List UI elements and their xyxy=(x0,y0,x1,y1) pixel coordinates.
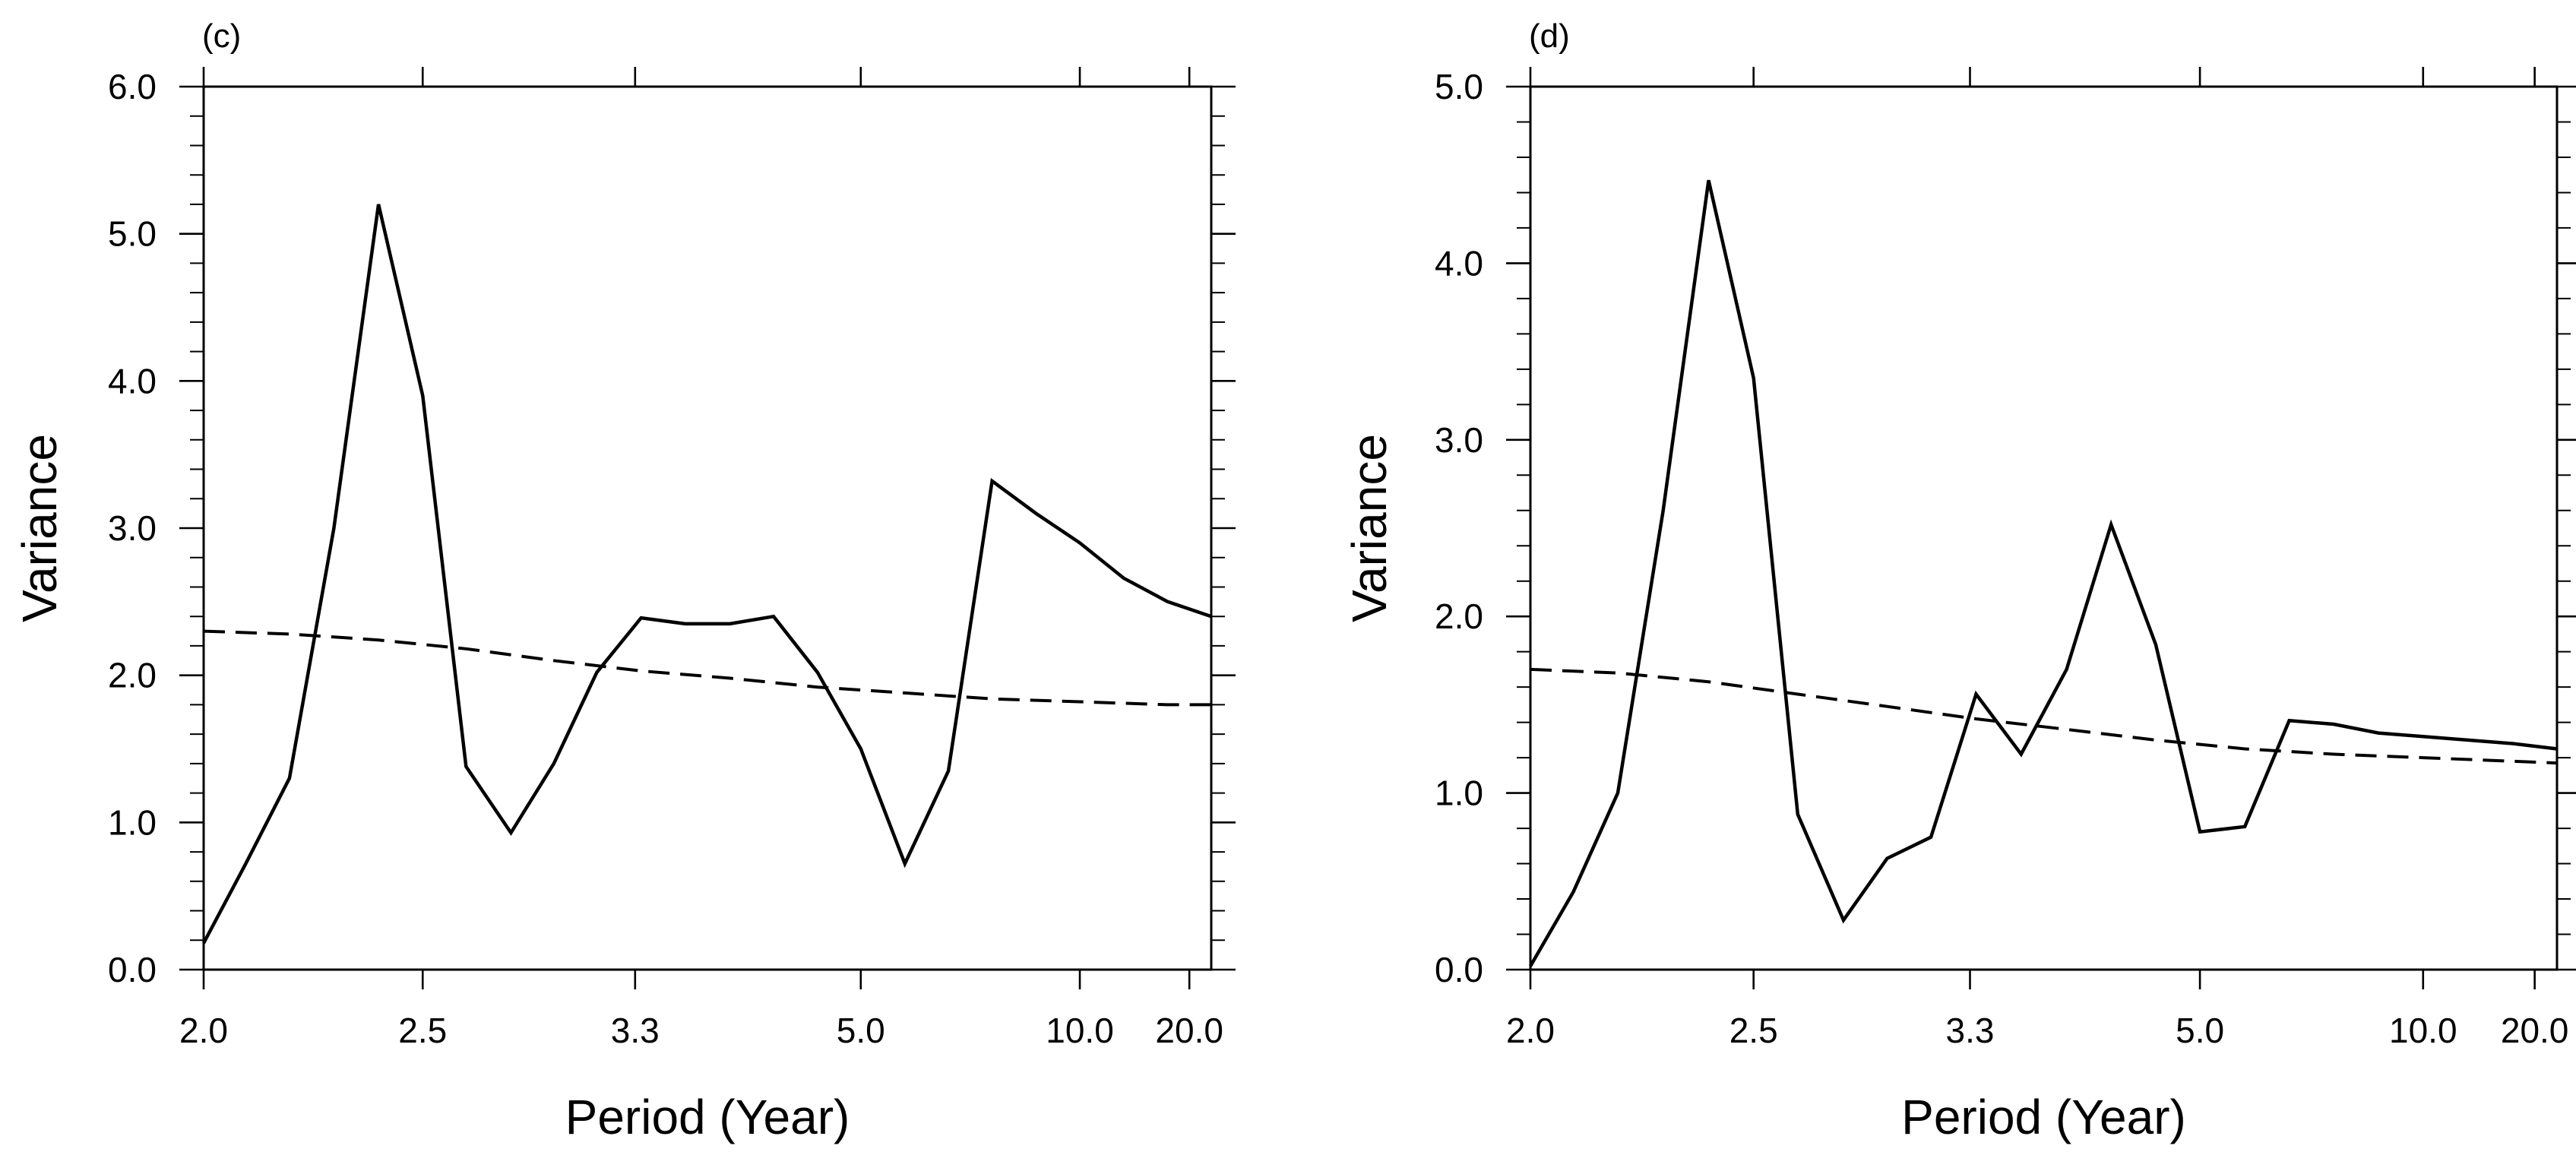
spectrum-line xyxy=(1529,179,2558,967)
x-axis-label: Period (Year) xyxy=(1901,1090,2186,1144)
y-tick-label: 0.0 xyxy=(1435,950,1483,989)
panel-d: 0.0 1.0 2.0 3.0 4.0 5.0 2.0 2.5 3.3 5.0 10.0 20.0 Pe… xyxy=(1342,17,2576,1144)
y-tick-label: 4.0 xyxy=(108,361,157,400)
x-tick-label: 3.3 xyxy=(611,1011,660,1050)
y-tick-label: 1.0 xyxy=(1435,774,1483,813)
y-tick-label: 3.0 xyxy=(1435,420,1483,460)
x-tick-label: 5.0 xyxy=(837,1011,885,1050)
panel-label: (c) xyxy=(202,17,241,55)
x-tick-label: 10.0 xyxy=(2389,1011,2457,1050)
x-tick-label: 20.0 xyxy=(1155,1011,1223,1050)
x-tick-label: 2.0 xyxy=(179,1011,228,1050)
x-tick-label: 2.5 xyxy=(1729,1011,1778,1050)
x-tick-label: 5.0 xyxy=(2176,1011,2224,1050)
red-noise-line xyxy=(1530,667,2558,765)
y-tick-label: 5.0 xyxy=(108,214,157,254)
y-tick-label: 2.0 xyxy=(1435,597,1483,636)
x-tick-label: 10.0 xyxy=(1046,1011,1114,1050)
y-axis-label: Variance xyxy=(12,434,67,622)
y-tick-label: 6.0 xyxy=(108,67,157,106)
x-tick-label: 2.5 xyxy=(398,1011,447,1050)
plot-frame xyxy=(1529,85,2559,971)
x-tick-label: 20.0 xyxy=(2501,1011,2569,1050)
spectrum-line xyxy=(202,204,1212,945)
y-tick-label: 0.0 xyxy=(108,950,157,989)
x-tick-label: 3.3 xyxy=(1946,1011,1995,1050)
y-tick-label: 3.0 xyxy=(108,508,157,548)
y-tick-label: 2.0 xyxy=(108,656,157,695)
y-tick-label: 4.0 xyxy=(1435,243,1483,283)
y-tick-label: 1.0 xyxy=(108,802,157,842)
y-tick-label: 5.0 xyxy=(1435,67,1483,106)
x-tick-label: 2.0 xyxy=(1506,1011,1555,1050)
panel-c: 0.0 1.0 2.0 3.0 4.0 5.0 6.0 2.0 2.5 3.3 5.0 10.0 20.… xyxy=(12,17,1236,1144)
panel-label: (d) xyxy=(1529,17,1570,55)
x-axis-label: Period (Year) xyxy=(565,1090,850,1144)
red-noise-line xyxy=(203,629,1211,707)
y-axis-label: Variance xyxy=(1342,434,1397,622)
